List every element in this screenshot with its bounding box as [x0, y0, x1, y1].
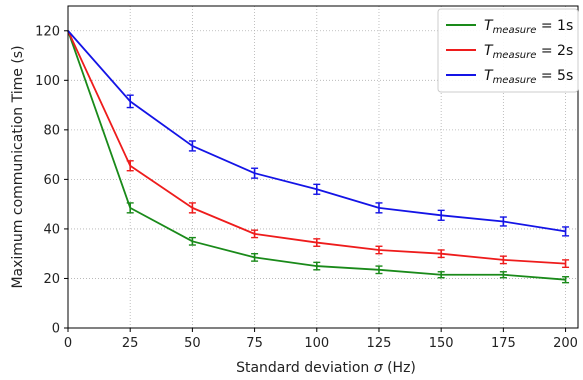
y-axis-label: Maximum communication Time (s)	[10, 45, 26, 288]
x-tick-label: 25	[122, 336, 139, 351]
y-tick-label: 0	[52, 322, 60, 337]
y-tick-label: 80	[43, 123, 60, 138]
x-tick-label: 200	[553, 336, 578, 351]
x-tick-label: 125	[367, 336, 392, 351]
y-tick-label: 20	[43, 272, 60, 287]
x-axis-label-unit: (Hz)	[383, 360, 416, 376]
x-tick-label: 0	[64, 336, 72, 351]
y-tick-label: 60	[43, 173, 60, 188]
y-tick-label: 100	[35, 74, 60, 89]
x-tick-label: 50	[184, 336, 201, 351]
x-axis-label: Standard deviation σ (Hz)	[236, 360, 416, 376]
y-tick-label: 120	[35, 24, 60, 39]
x-tick-label: 75	[246, 336, 263, 351]
x-tick-label: 150	[429, 336, 454, 351]
y-tick-label: 40	[43, 222, 60, 237]
x-axis-label-prefix: Standard deviation	[236, 360, 374, 376]
x-tick-label: 175	[491, 336, 516, 351]
x-tick-label: 100	[304, 336, 329, 351]
